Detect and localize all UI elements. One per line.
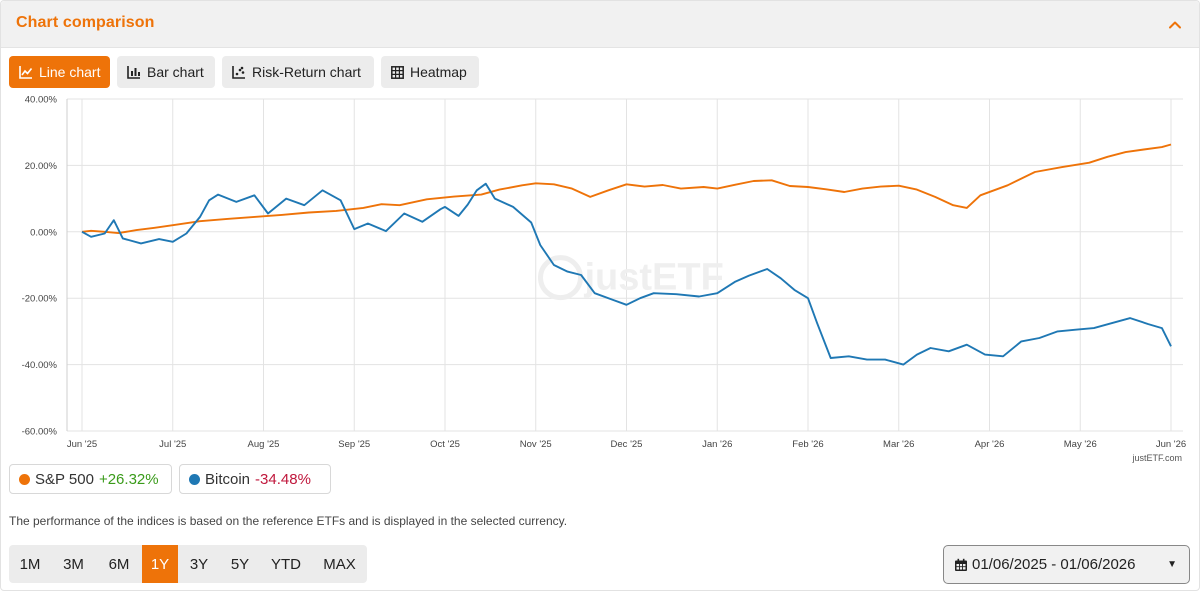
- tab-line-chart[interactable]: Line chart: [9, 56, 110, 88]
- time-range-selector: 1M 3M 6M 1Y 3Y 5Y YTD MAX: [9, 545, 367, 583]
- x-tick-label: Jun '26: [1156, 439, 1186, 450]
- x-tick-label: Jul '25: [159, 439, 186, 450]
- x-tick-label: May '26: [1064, 439, 1097, 450]
- date-range-value: 01/06/2025 - 01/06/2026: [972, 556, 1136, 573]
- x-tick-label: Mar '26: [883, 439, 914, 450]
- line-chart[interactable]: 40.00% 20.00% 0.00% -20.00% -40.00% -60.00% Ju…: [1, 93, 1200, 463]
- tab-label: Bar chart: [147, 64, 204, 80]
- x-tick-label: Feb '26: [792, 439, 823, 450]
- y-tick-label: 20.00%: [25, 161, 58, 172]
- tab-bar-chart[interactable]: Bar chart: [117, 56, 215, 88]
- series-line-bitcoin: [81, 182, 1172, 366]
- legend-value: +26.32%: [98, 470, 159, 488]
- tab-heatmap[interactable]: Heatmap: [381, 56, 479, 88]
- grid-icon: [391, 65, 404, 79]
- range-3y[interactable]: 3Y: [189, 555, 209, 573]
- x-tick-label: Dec '25: [611, 439, 643, 450]
- x-tick-label: Nov '25: [520, 439, 552, 450]
- legend-name: S&P 500: [35, 470, 94, 488]
- tab-label: Line chart: [39, 64, 101, 80]
- chart-svg: 40.00% 20.00% 0.00% -20.00% -40.00% -60.00% Ju…: [22, 95, 1187, 451]
- y-tick-label: 0.00%: [30, 227, 57, 238]
- watermark-logo-icon: [538, 255, 583, 301]
- performance-note: The performance of the indices is based …: [9, 514, 568, 528]
- legend-value: -34.48%: [255, 470, 311, 488]
- range-max[interactable]: MAX: [323, 555, 356, 573]
- x-tick-label: Jun '25: [67, 439, 97, 450]
- tab-label: Risk-Return chart: [252, 64, 361, 80]
- range-ytd[interactable]: YTD: [271, 555, 301, 573]
- bar-chart-icon: [127, 66, 140, 79]
- x-tick-label: Sep '25: [338, 439, 370, 450]
- watermark-text: justETF: [584, 257, 724, 299]
- caret-down-icon: ▼: [1167, 559, 1177, 570]
- tab-label: Heatmap: [410, 64, 467, 80]
- legend-dot: [189, 473, 200, 485]
- panel-title: Chart comparison: [16, 14, 155, 31]
- y-tick-label: -40.00%: [22, 360, 58, 371]
- chevron-up-icon[interactable]: [1165, 15, 1185, 35]
- calendar-icon: [955, 558, 967, 571]
- x-tick-label: Aug '25: [248, 439, 280, 450]
- y-tick-label: 40.00%: [25, 95, 58, 106]
- legend-name: Bitcoin: [205, 470, 251, 488]
- chart-credit: justETF.com: [1132, 453, 1182, 463]
- scatter-chart-icon: [232, 66, 245, 79]
- y-tick-label: -20.00%: [22, 294, 58, 305]
- line-chart-icon: [19, 66, 33, 79]
- range-6m[interactable]: 6M: [108, 555, 130, 573]
- x-tick-label: Oct '25: [430, 439, 460, 450]
- panel-header[interactable]: Chart comparison: [1, 1, 1199, 48]
- legend-item-bitcoin[interactable]: Bitcoin -34.48%: [179, 464, 331, 494]
- range-1m[interactable]: 1M: [19, 555, 41, 573]
- range-1y[interactable]: 1Y: [142, 545, 178, 583]
- x-tick-label: Jan '26: [702, 439, 732, 450]
- tab-risk-return-chart[interactable]: Risk-Return chart: [222, 56, 374, 88]
- x-tick-label: Apr '26: [975, 439, 1005, 450]
- legend-item-sp500[interactable]: S&P 500 +26.32%: [9, 464, 172, 494]
- date-range-picker[interactable]: 01/06/2025 - 01/06/2026 ▼: [943, 545, 1190, 584]
- series-line-s-p-500: [81, 143, 1172, 235]
- range-3m[interactable]: 3M: [63, 555, 84, 573]
- legend-dot: [19, 473, 30, 485]
- range-5y[interactable]: 5Y: [230, 555, 250, 573]
- y-tick-label: -60.00%: [22, 427, 58, 438]
